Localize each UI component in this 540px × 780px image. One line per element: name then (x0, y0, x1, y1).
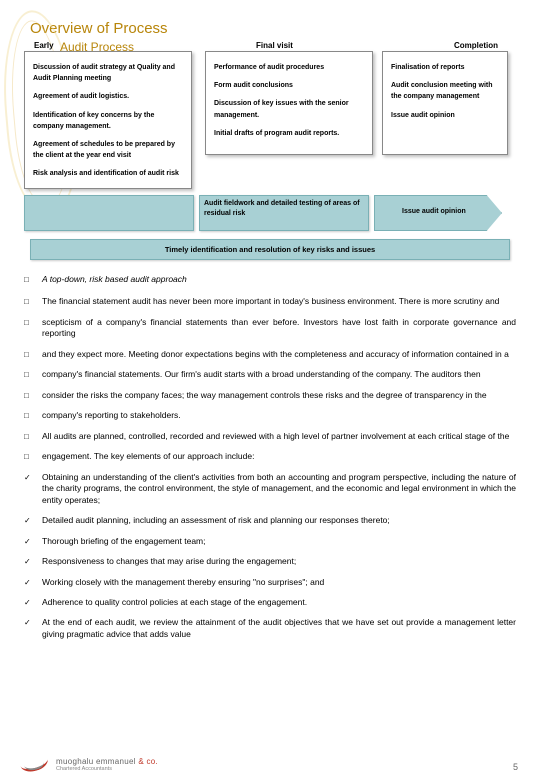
bullet-text: and they expect more. Meeting donor expe… (42, 349, 509, 359)
early-item: Agreement of audit logistics. (33, 91, 183, 102)
bullet-mark: □ (24, 370, 29, 381)
logo-subtitle: Chartered Accountants (56, 766, 158, 772)
bullet-text: company's financial statements. Our firm… (42, 369, 481, 379)
subtitle: Audit Process (60, 40, 134, 54)
arrow-seg-1 (24, 195, 194, 231)
bullet-mark: ✓ (24, 618, 31, 629)
bullet-text: Thorough briefing of the engagement team… (42, 536, 206, 546)
bullet-mark: □ (24, 432, 29, 443)
bullet-mark: □ (24, 297, 29, 308)
logo-name-1: muoghalu emmanuel (56, 757, 136, 766)
arrow-text-3: Issue audit opinion (402, 207, 512, 217)
bullet-mark: ✓ (24, 473, 31, 484)
bullet-text: Adherence to quality control policies at… (42, 597, 307, 607)
bullet-text: Working closely with the management ther… (42, 577, 324, 587)
logo-name: muoghalu emmanuel & co. (56, 757, 158, 766)
bullet-item: □ scepticism of a company's financial sta… (24, 317, 516, 340)
early-item: Discussion of audit strategy at Quality … (33, 62, 183, 84)
bullet-text: company's reporting to stakeholders. (42, 410, 181, 420)
bullet-mark: □ (24, 350, 29, 361)
bullet-text: Responsiveness to changes that may arise… (42, 556, 296, 566)
bullet-item: □ All audits are planned, controlled, rec… (24, 431, 516, 442)
bullet-text: Obtaining an understanding of the client… (42, 472, 516, 505)
bullet-text: Detailed audit planning, including an as… (42, 515, 390, 525)
bullet-text: scepticism of a company's financial stat… (42, 317, 516, 338)
logo-text: muoghalu emmanuel & co. Chartered Accoun… (56, 757, 158, 772)
bullet-item: □ and they expect more. Meeting donor exp… (24, 349, 516, 360)
arrow-band: Audit fieldwork and detailed testing of … (24, 195, 524, 231)
bullet-item: ✓ Working closely with the management the… (24, 577, 516, 588)
col-header-early: Early (34, 41, 54, 50)
bullet-text: All audits are planned, controlled, reco… (42, 431, 509, 441)
box-final: Performance of audit procedures Form aud… (205, 51, 373, 155)
bullet-mark: ✓ (24, 578, 31, 589)
bullet-item: □ engagement. The key elements of our app… (24, 451, 516, 462)
bullet-mark: ✓ (24, 557, 31, 568)
final-item: Initial drafts of program audit reports. (214, 128, 364, 139)
early-item: Identification of key concerns by the co… (33, 110, 183, 132)
bullet-item: ✓ Responsiveness to changes that may aris… (24, 556, 516, 567)
bullet-item: □ A top-down, risk based audit approach (24, 274, 516, 285)
bullet-item: ✓ Detailed audit planning, including an a… (24, 515, 516, 526)
logo-swoosh-icon (20, 754, 52, 774)
bullet-text: engagement. The key elements of our appr… (42, 451, 254, 461)
bullet-text: A top-down, risk based audit approach (42, 274, 187, 284)
bullet-mark: □ (24, 411, 29, 422)
bullet-item: □ consider the risks the company faces; t… (24, 390, 516, 401)
bullet-mark: □ (24, 452, 29, 463)
bullet-mark: ✓ (24, 537, 31, 548)
bullet-mark: ✓ (24, 516, 31, 527)
footer-logo: muoghalu emmanuel & co. Chartered Accoun… (20, 754, 158, 774)
comp-item: Issue audit opinion (391, 110, 499, 121)
bullet-item: ✓ Thorough briefing of the engagement tea… (24, 536, 516, 547)
bullet-text: At the end of each audit, we review the … (42, 617, 516, 638)
bullet-mark: ✓ (24, 598, 31, 609)
bullet-mark: □ (24, 391, 29, 402)
box-early: Discussion of audit strategy at Quality … (24, 51, 192, 189)
bullet-text: consider the risks the company faces; th… (42, 390, 487, 400)
comp-item: Finalisation of reports (391, 62, 499, 73)
logo-name-2: & co. (138, 757, 158, 766)
final-item: Performance of audit procedures (214, 62, 364, 73)
col-header-final: Final visit (256, 41, 293, 50)
box-completion: Finalisation of reports Audit conclusion… (382, 51, 508, 155)
bullet-item: □ company's reporting to stakeholders. (24, 410, 516, 421)
bullet-mark: □ (24, 318, 29, 329)
early-item: Risk analysis and identification of audi… (33, 168, 183, 179)
bullet-item: ✓ At the end of each audit, we review the… (24, 617, 516, 640)
timely-band: Timely identification and resolution of … (30, 239, 510, 260)
comp-item: Audit conclusion meeting with the compan… (391, 80, 499, 102)
final-item: Form audit conclusions (214, 80, 364, 91)
early-item: Agreement of schedules to be prepared by… (33, 139, 183, 161)
page-title: Overview of Process (0, 0, 540, 39)
bullet-item: □ company's financial statements. Our fir… (24, 369, 516, 380)
col-header-completion: Completion (454, 41, 498, 50)
page-number: 5 (513, 762, 518, 772)
bullet-item: ✓ Obtaining an understanding of the clien… (24, 472, 516, 506)
bullet-text: The financial statement audit has never … (42, 296, 499, 306)
bullet-item: ✓ Adherence to quality control policies a… (24, 597, 516, 608)
bullet-list: □ A top-down, risk based audit approach □ T… (0, 270, 540, 640)
bullet-item: □ The financial statement audit has never… (24, 296, 516, 307)
bullet-mark: □ (24, 275, 29, 286)
final-item: Discussion of key issues with the senior… (214, 98, 364, 120)
arrow-text-2: Audit fieldwork and detailed testing of … (204, 199, 364, 219)
